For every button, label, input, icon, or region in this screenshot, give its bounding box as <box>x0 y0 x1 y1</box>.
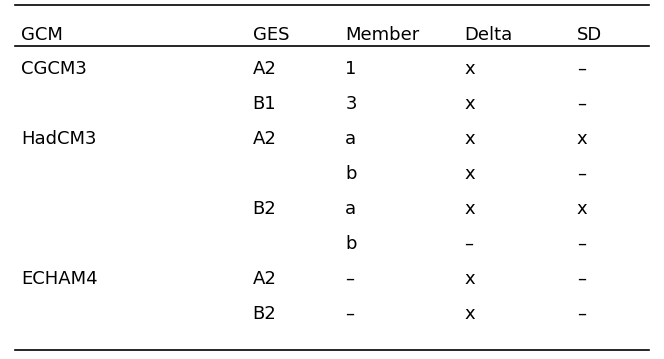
Text: GES: GES <box>253 26 289 44</box>
Text: –: – <box>576 60 586 78</box>
Text: –: – <box>576 270 586 288</box>
Text: –: – <box>576 304 586 322</box>
Text: x: x <box>464 95 475 113</box>
Text: –: – <box>345 270 354 288</box>
Text: x: x <box>464 270 475 288</box>
Text: x: x <box>464 60 475 78</box>
Text: A2: A2 <box>253 60 276 78</box>
Text: –: – <box>464 235 473 253</box>
Text: SD: SD <box>576 26 602 44</box>
Text: x: x <box>464 200 475 218</box>
Text: x: x <box>576 200 587 218</box>
Text: 3: 3 <box>345 95 357 113</box>
Text: Member: Member <box>345 26 420 44</box>
Text: –: – <box>576 165 586 183</box>
Text: B1: B1 <box>253 95 276 113</box>
Text: B2: B2 <box>253 304 276 322</box>
Text: A2: A2 <box>253 130 276 148</box>
Text: b: b <box>345 165 357 183</box>
Text: a: a <box>345 130 357 148</box>
Text: CGCM3: CGCM3 <box>21 60 87 78</box>
Text: x: x <box>464 130 475 148</box>
Text: x: x <box>576 130 587 148</box>
Text: x: x <box>464 165 475 183</box>
Text: –: – <box>576 235 586 253</box>
Text: A2: A2 <box>253 270 276 288</box>
Text: a: a <box>345 200 357 218</box>
Text: HadCM3: HadCM3 <box>21 130 97 148</box>
Text: 1: 1 <box>345 60 357 78</box>
Text: b: b <box>345 235 357 253</box>
Text: –: – <box>345 304 354 322</box>
Text: GCM: GCM <box>21 26 63 44</box>
Text: –: – <box>576 95 586 113</box>
Text: B2: B2 <box>253 200 276 218</box>
Text: x: x <box>464 304 475 322</box>
Text: ECHAM4: ECHAM4 <box>21 270 98 288</box>
Text: Delta: Delta <box>464 26 513 44</box>
